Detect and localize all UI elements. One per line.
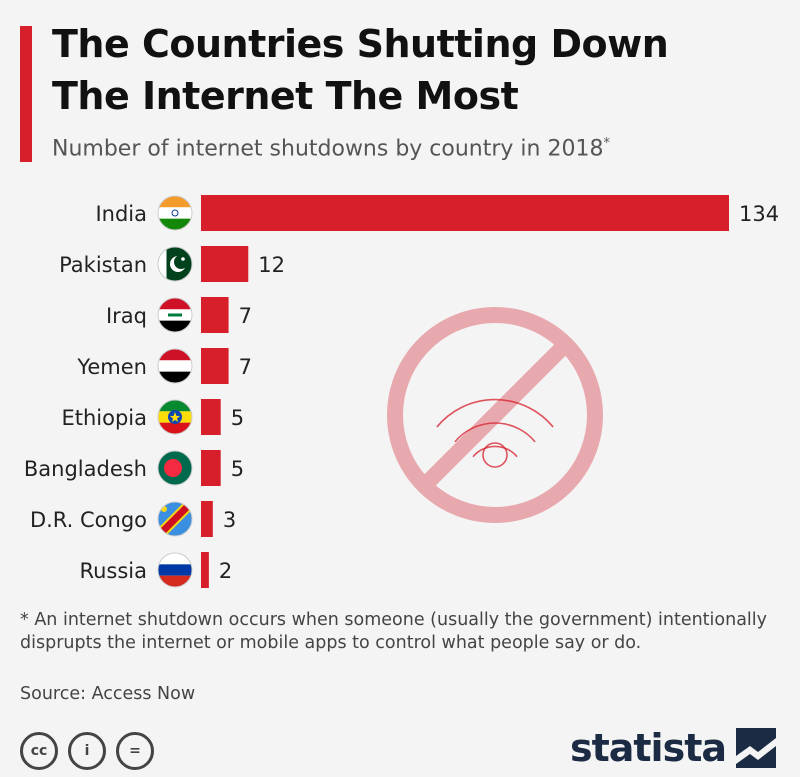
iraq-flag-icon — [157, 297, 193, 333]
category-label: Pakistan — [59, 253, 147, 277]
category-label: Iraq — [106, 304, 147, 328]
value-label: 134 — [739, 202, 779, 226]
category-label: Bangladesh — [24, 457, 147, 481]
subtitle-footnote-mark: * — [603, 136, 610, 151]
license-icons: cc i = — [20, 732, 154, 770]
category-label: Ethiopia — [61, 406, 147, 430]
ethiopia-flag-icon — [157, 399, 193, 435]
category-label: India — [95, 202, 147, 226]
russia-flag-icon — [157, 552, 193, 588]
bangladesh-flag-icon — [157, 450, 193, 486]
no-wifi-icon — [387, 307, 603, 523]
title-line-1: The Countries Shutting Down — [52, 22, 669, 66]
pakistan-flag-icon — [157, 246, 193, 282]
nd-glyph: = — [129, 743, 141, 759]
brand-name: statista — [569, 726, 727, 770]
cc-icon[interactable]: cc — [20, 732, 58, 770]
value-label: 7 — [239, 304, 252, 328]
bar — [201, 348, 229, 384]
footnote: * An internet shutdown occurs when someo… — [20, 609, 780, 655]
statista-mark-icon — [736, 728, 776, 768]
category-label: D.R. Congo — [30, 508, 147, 532]
value-label: 5 — [231, 406, 244, 430]
by-glyph: i — [84, 743, 90, 759]
bar — [201, 195, 729, 231]
bars-layer: India 134 Pakistan 12 Iraq 7 Yemen 7 Ethiopia 5 Ba… — [24, 195, 779, 588]
bar — [201, 552, 209, 588]
nd-icon[interactable]: = — [116, 732, 154, 770]
value-label: 2 — [219, 559, 232, 583]
category-label: Russia — [79, 559, 147, 583]
title-line-2: The Internet The Most — [52, 74, 519, 118]
bar-chart: India 134 Pakistan 12 Iraq 7 Yemen 7 Ethiopia 5 Ba… — [24, 195, 779, 588]
source-text: Source: Access Now — [20, 684, 196, 704]
value-label: 7 — [239, 355, 252, 379]
chart-title: The Countries Shutting Down The Internet… — [52, 18, 792, 122]
footnote-mark: * — [20, 610, 29, 630]
subtitle-text: Number of internet shutdowns by country … — [52, 136, 604, 162]
title-accent-bar — [20, 26, 32, 162]
drcongo-flag-icon — [157, 501, 193, 537]
yemen-flag-icon — [157, 348, 193, 384]
category-label: Yemen — [76, 355, 147, 379]
bar — [201, 501, 213, 537]
bar — [201, 246, 249, 282]
india-flag-icon — [157, 195, 193, 231]
statista-logo[interactable]: statista — [570, 728, 776, 768]
footnote-text: An internet shutdown occurs when someone… — [20, 610, 768, 653]
value-label: 12 — [258, 253, 285, 277]
bar — [201, 399, 221, 435]
bar — [201, 450, 221, 486]
bar — [201, 297, 229, 333]
by-icon[interactable]: i — [68, 732, 106, 770]
value-label: 5 — [231, 457, 244, 481]
value-label: 3 — [223, 508, 236, 532]
cc-glyph: cc — [30, 743, 48, 759]
chart-subtitle: Number of internet shutdowns by country … — [52, 136, 610, 161]
